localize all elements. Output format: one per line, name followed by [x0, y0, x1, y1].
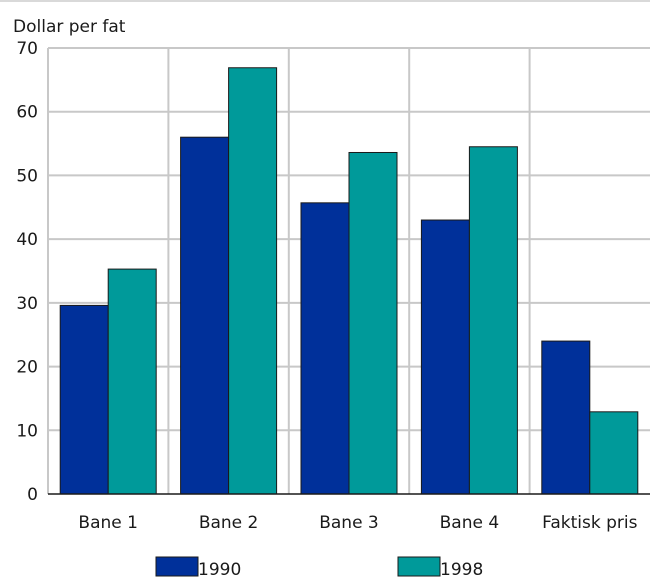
x-tick-label: Bane 1 — [78, 513, 138, 533]
bar-1998 — [107, 268, 157, 495]
x-tick-label: Bane 2 — [199, 513, 259, 533]
x-tick-label: Bane 3 — [319, 513, 379, 533]
x-tick-label: Faktisk pris — [542, 513, 637, 533]
y-tick-label: 0 — [27, 485, 38, 505]
bar-1998 — [468, 146, 518, 495]
y-tick-label: 20 — [16, 358, 38, 378]
y-tick-labels: 0 10 20 30 40 50 60 70 — [16, 39, 38, 505]
legend-label-1998: 1998 — [440, 560, 483, 580]
y-tick-label: 30 — [16, 294, 38, 314]
y-tick-label: 10 — [16, 421, 38, 441]
y-tick-label: 50 — [16, 166, 38, 186]
bar-1990 — [59, 304, 109, 495]
legend-swatch-1998 — [397, 556, 441, 577]
bar-1998 — [589, 411, 639, 495]
legend-swatch-1990 — [155, 556, 199, 577]
y-tick-label: 60 — [16, 103, 38, 123]
bar-1990 — [541, 340, 591, 495]
y-axis-label: Dollar per fat — [13, 17, 126, 37]
x-tick-labels: Bane 1 Bane 2 Bane 3 Bane 4 Faktisk pris — [78, 513, 637, 533]
legend-label-1990: 1990 — [198, 560, 241, 580]
bar-1990 — [300, 202, 350, 495]
x-tick-label: Bane 4 — [440, 513, 500, 533]
bar-1990 — [180, 136, 230, 495]
bar-1998 — [228, 67, 278, 495]
y-tick-label: 40 — [16, 230, 38, 250]
legend: 1990 1998 — [155, 556, 483, 580]
top-border — [0, 0, 650, 2]
y-tick-label: 70 — [16, 39, 38, 59]
bars — [59, 67, 639, 495]
bar-1990 — [420, 219, 470, 495]
bar-1998 — [348, 151, 398, 495]
